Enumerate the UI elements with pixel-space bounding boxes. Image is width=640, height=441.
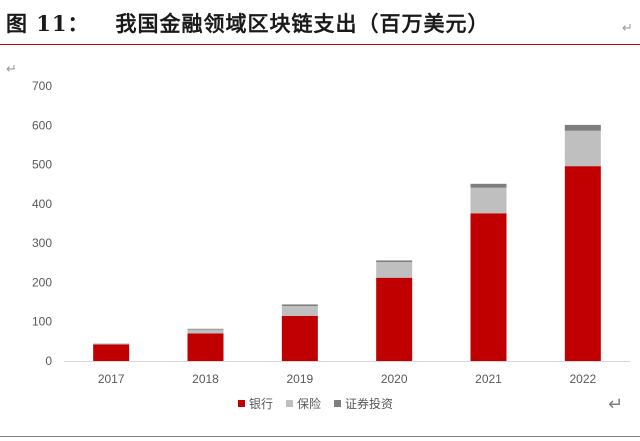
bar-segment-securities [281, 304, 318, 306]
x-tick-label: 2018 [192, 372, 219, 386]
legend-swatch [334, 400, 341, 407]
legend-label: 证券投资 [345, 396, 393, 411]
x-tick-label: 2017 [98, 372, 125, 386]
return-arrow-icon: ↵ [608, 394, 624, 415]
y-tick-label: 300 [32, 236, 52, 250]
legend-swatch [238, 400, 245, 407]
legend-swatch [286, 400, 293, 407]
legend: 银行 保险 证券投资 [238, 396, 393, 411]
bar-segment-insurance [564, 130, 601, 167]
bar-segment-securities [187, 328, 224, 330]
y-tick-label: 100 [32, 315, 52, 329]
bar-segment-insurance [93, 343, 130, 345]
y-tick-label: 0 [45, 354, 52, 368]
bar-segment-bank [376, 277, 413, 361]
x-axis: 2017 2018 2019 2020 2021 2022 [64, 361, 630, 386]
x-tick-label: 2020 [381, 372, 408, 386]
y-tick-label: 600 [32, 118, 52, 132]
bar-segment-insurance [187, 329, 224, 334]
y-axis: 0 100 200 300 400 500 600 700 [32, 79, 52, 368]
bar-segment-insurance [376, 262, 413, 278]
legend-label: 保险 [297, 396, 321, 411]
bar-segment-bank [93, 344, 130, 361]
y-tick-label: 200 [32, 275, 52, 289]
paragraph-mark-icon: ↵ [622, 21, 633, 36]
bottom-rule [0, 436, 640, 437]
figure-label: 图 11： [6, 11, 90, 36]
x-tick-label: 2021 [475, 372, 502, 386]
bar-segment-bank [187, 333, 224, 361]
figure-header: 图 11： 我国金融领域区块链支出（百万美元） [0, 0, 640, 46]
bar-segment-bank [470, 213, 507, 361]
bar-segment-securities [376, 260, 413, 262]
y-tick-label: 500 [32, 158, 52, 172]
bar-segment-insurance [281, 306, 318, 316]
legend-label: 银行 [249, 397, 273, 411]
bar-segment-bank [281, 315, 318, 361]
bar-segment-securities [564, 124, 601, 131]
bar-segment-insurance [470, 187, 507, 214]
title-underline [0, 44, 640, 45]
bars [93, 124, 601, 361]
x-tick-label: 2019 [286, 372, 313, 386]
figure-title-text: 我国金融领域区块链支出（百万美元） [115, 11, 490, 36]
bar-segment-securities [470, 183, 507, 188]
figure-title: 图 11： 我国金融领域区块链支出（百万美元） [6, 8, 490, 38]
y-tick-label: 400 [32, 197, 52, 211]
paragraph-mark-icon: ↵ [6, 62, 17, 77]
bar-segment-bank [564, 166, 601, 361]
y-tick-label: 700 [32, 79, 52, 93]
x-tick-label: 2022 [569, 372, 596, 386]
